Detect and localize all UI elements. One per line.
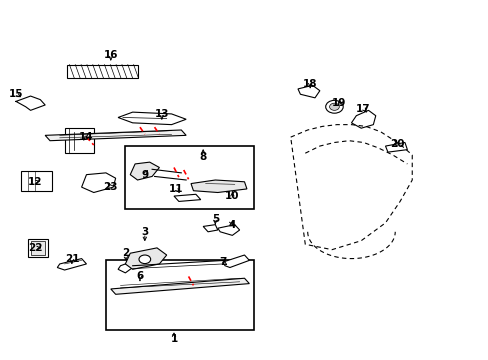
Text: 5: 5 [211,214,219,224]
Text: 2: 2 [122,248,129,258]
Text: 11: 11 [169,184,183,194]
Text: 4: 4 [228,220,236,230]
Text: 8: 8 [199,152,206,162]
Text: 23: 23 [103,182,118,192]
Polygon shape [191,180,246,193]
Text: 21: 21 [64,253,79,264]
Circle shape [329,103,339,111]
Polygon shape [217,225,239,235]
Text: 7: 7 [219,257,226,267]
FancyBboxPatch shape [64,128,94,153]
FancyBboxPatch shape [30,241,45,255]
Text: 3: 3 [141,227,148,237]
Text: 10: 10 [224,191,239,201]
Polygon shape [118,112,186,125]
Text: 6: 6 [136,271,143,282]
Polygon shape [125,248,166,269]
Polygon shape [351,111,375,128]
Polygon shape [111,278,249,294]
Polygon shape [130,162,159,180]
Text: 20: 20 [389,139,404,149]
Polygon shape [45,130,186,141]
Text: 14: 14 [79,132,94,142]
Text: 18: 18 [302,78,317,89]
Polygon shape [118,262,132,273]
Text: 16: 16 [103,50,118,60]
Text: 19: 19 [331,98,346,108]
Text: 15: 15 [9,89,23,99]
Polygon shape [57,258,86,270]
Polygon shape [81,173,116,193]
Text: 13: 13 [154,109,169,119]
Text: 12: 12 [28,177,42,187]
Text: 17: 17 [356,104,370,113]
FancyBboxPatch shape [67,64,137,78]
Text: 9: 9 [141,170,148,180]
Polygon shape [174,194,201,202]
Polygon shape [297,85,319,98]
Polygon shape [203,225,217,232]
FancyBboxPatch shape [21,171,52,191]
Circle shape [325,100,343,113]
Text: 22: 22 [28,243,42,253]
Text: 1: 1 [170,334,177,344]
Polygon shape [385,143,407,152]
Polygon shape [222,255,249,267]
Circle shape [139,255,150,264]
FancyBboxPatch shape [28,239,47,257]
FancyBboxPatch shape [106,260,254,330]
FancyBboxPatch shape [125,146,254,208]
